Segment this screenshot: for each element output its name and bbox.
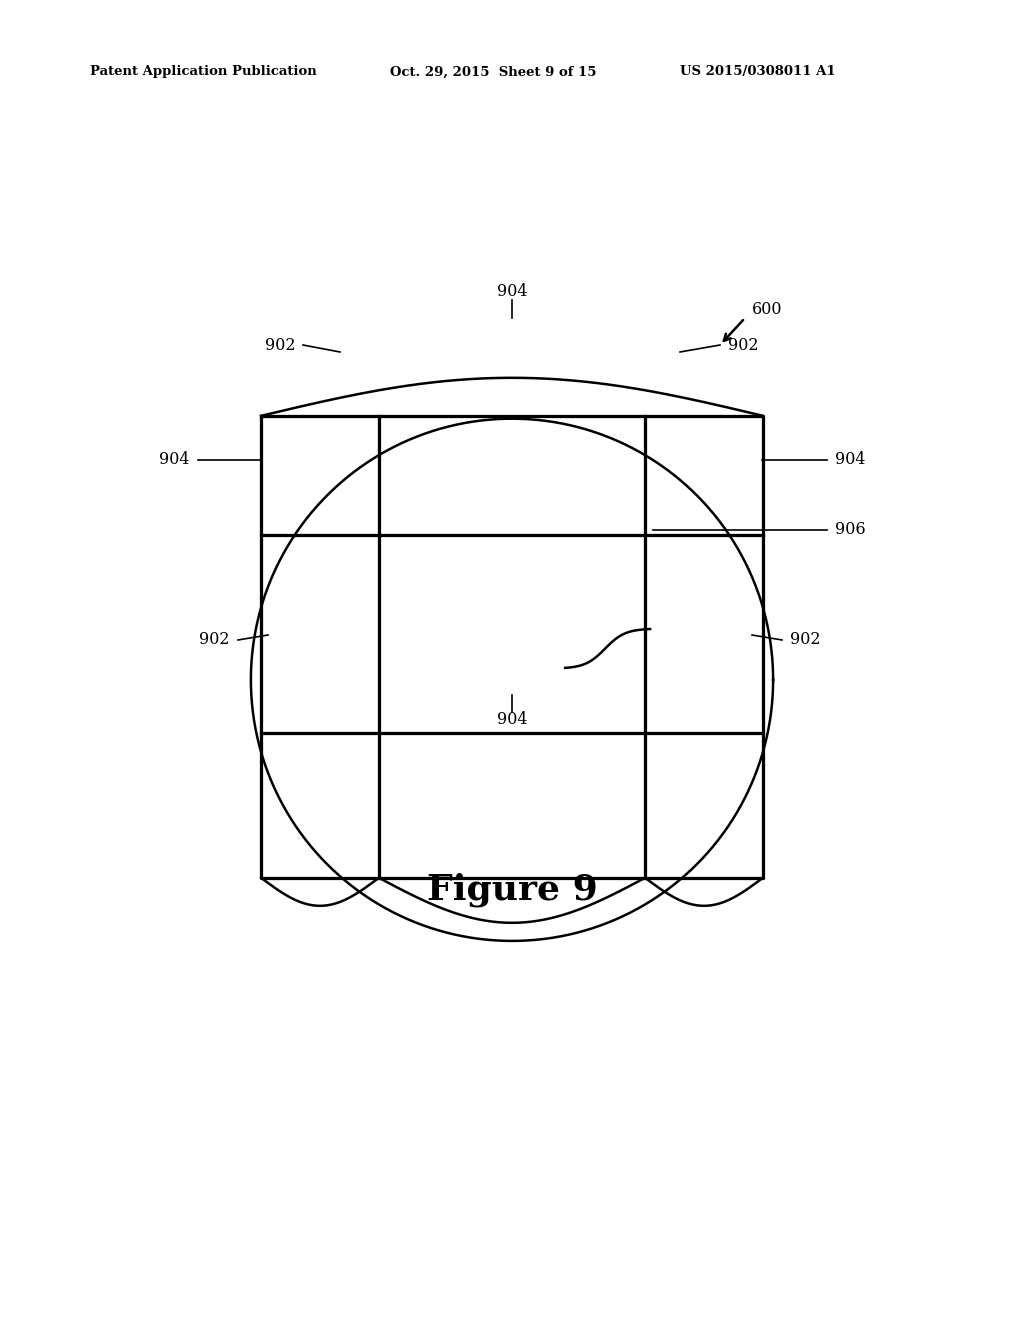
- Text: 906: 906: [835, 521, 865, 539]
- Text: 902: 902: [264, 337, 295, 354]
- Text: US 2015/0308011 A1: US 2015/0308011 A1: [680, 66, 836, 78]
- Text: Patent Application Publication: Patent Application Publication: [90, 66, 316, 78]
- Text: 904: 904: [497, 711, 527, 729]
- Text: 902: 902: [200, 631, 230, 648]
- Text: 904: 904: [497, 284, 527, 301]
- Text: Figure 9: Figure 9: [427, 873, 597, 907]
- Text: 600: 600: [752, 301, 782, 318]
- Text: 904: 904: [160, 451, 190, 469]
- Text: Oct. 29, 2015  Sheet 9 of 15: Oct. 29, 2015 Sheet 9 of 15: [390, 66, 597, 78]
- Text: 904: 904: [835, 451, 865, 469]
- Text: 902: 902: [728, 337, 759, 354]
- Text: 902: 902: [790, 631, 820, 648]
